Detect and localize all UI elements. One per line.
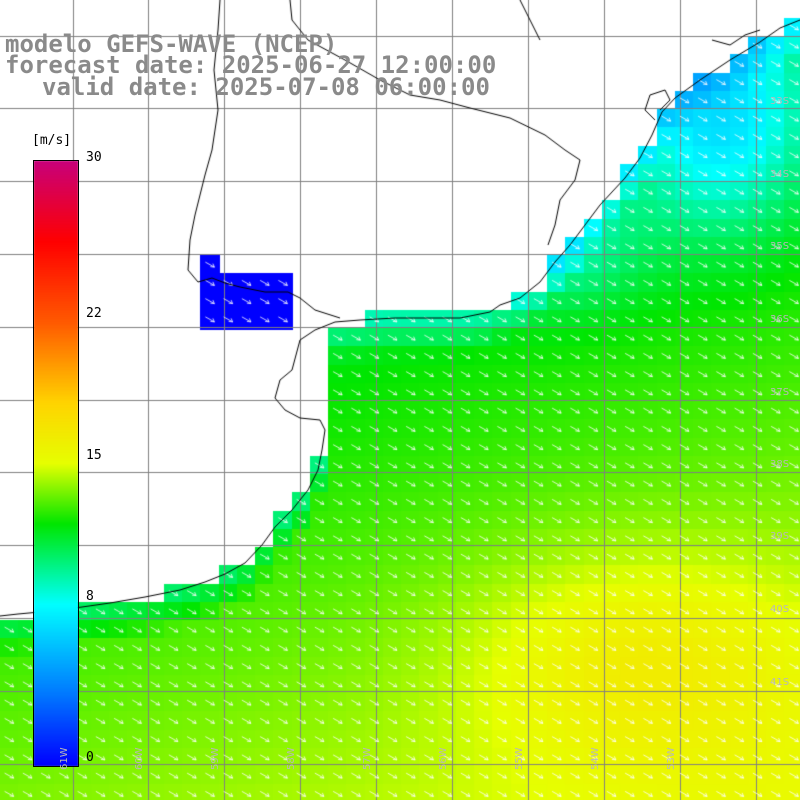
lat-label-33S: 33S (770, 96, 790, 107)
lon-label-56W: 56W (438, 747, 449, 770)
colorbar-unit: [m/s] (32, 133, 72, 148)
lon-label-60W: 60W (134, 747, 145, 770)
lon-label-55W: 55W (514, 747, 525, 770)
forecast-date: forecast date: 2025-06-27 12:00:00 (5, 51, 497, 79)
colorbar-tick-15: 15 (86, 447, 102, 463)
model-title: modelo GEFS-WAVE (NCEP) (5, 30, 338, 58)
colorbar-tick-0: 0 (86, 750, 94, 765)
lat-label-34S: 34S (770, 168, 790, 180)
lon-label-61W: 61W (59, 747, 70, 770)
colorbar-tick-8: 8 (86, 588, 94, 604)
lon-label-53W: 53W (666, 747, 677, 770)
lat-label-37S: 37S (770, 386, 790, 398)
lon-label-58W: 58W (286, 747, 297, 770)
colorbar-tick-22: 22 (86, 306, 102, 322)
lon-label-59W: 59W (210, 747, 221, 770)
lon-label-54W: 54W (590, 747, 601, 770)
lat-label-39S: 39S (770, 531, 790, 543)
lon-label-57W: 57W (362, 747, 373, 770)
lat-label-36S: 36S (770, 314, 790, 326)
colorbar (33, 160, 79, 767)
valid-date: valid date: 2025-07-08 06:00:00 (42, 73, 490, 101)
lat-label-40S: 40S (770, 603, 790, 615)
lat-label-35S: 35S (770, 241, 790, 253)
lat-label-41S: 41S (770, 676, 790, 688)
colorbar-tick-30: 30 (86, 150, 102, 165)
lat-label-38S: 38S (770, 458, 790, 470)
